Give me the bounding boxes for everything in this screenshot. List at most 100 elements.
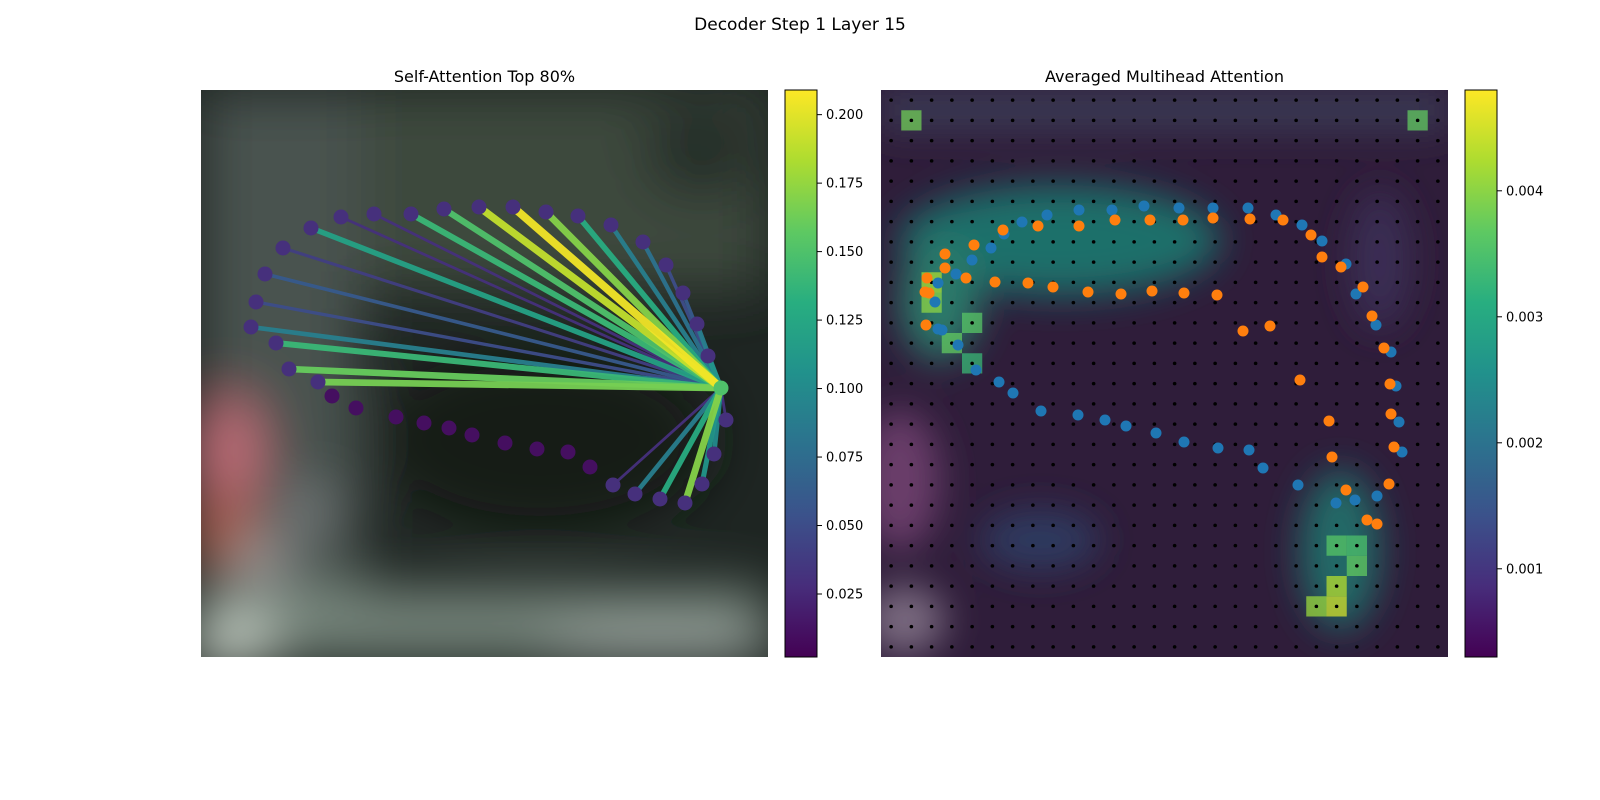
grid-dot [1132,280,1136,285]
grid-dot [1213,543,1217,548]
grid-dot [1010,442,1015,447]
attention-node [505,199,521,215]
grid-dot [1314,422,1319,426]
grid-dot [929,604,934,609]
grid-dot [1415,442,1420,447]
grid-dot [1051,159,1055,163]
grid-dot [1112,381,1116,386]
grid-dot [950,280,954,285]
grid-dot [1051,442,1055,447]
grid-dot [1031,341,1035,345]
grid-dot [1415,179,1420,183]
grid-dot [1334,300,1339,305]
grid-dot [1031,381,1035,386]
grid-dot [1051,402,1055,406]
grid-dot [1415,564,1420,568]
series-orange-point [1237,325,1249,337]
attention-node [694,476,710,492]
colorbar-right: 0.001 0.002 0.003 0.004 [1464,89,1543,658]
grid-dot [889,159,893,163]
grid-dot [1274,483,1278,487]
grid-dot [1091,159,1096,163]
attention-node [366,206,382,222]
attention-node [403,206,419,222]
grid-dot [1193,300,1197,305]
self-attention-panel: Self-Attention Top 80% [201,67,768,657]
grid-dot [889,442,893,447]
grid-dot [1051,260,1055,264]
grid-dot [1031,503,1035,507]
grid-dot [1071,280,1076,285]
grid-dot [1152,159,1157,163]
grid-dot [1253,624,1258,629]
attention-edge [633,386,723,496]
grid-dot [1172,240,1177,244]
grid-dot [929,584,934,588]
attention-node [675,285,691,301]
attention-node [706,446,722,462]
grid-dot [1253,483,1258,487]
grid-dot [1071,219,1076,224]
grid-dot [1355,645,1359,649]
grid-dot [1152,280,1157,285]
grid-dot [1051,98,1055,102]
grid-dot [1010,219,1015,224]
grid-dot [1415,523,1420,528]
grid-dot [1031,199,1035,204]
grid-dot [1152,523,1157,528]
attention-node [333,209,349,225]
attention-nodes [243,199,734,511]
grid-dot [1415,402,1420,406]
grid-dot [909,321,914,325]
grid-dot [1172,645,1177,649]
grid-dot [1253,118,1258,123]
grid-dot [1213,260,1217,264]
grid-dot [1172,381,1177,386]
series-orange-point [939,248,951,260]
grid-dot [1152,462,1157,467]
grid-dot [1233,503,1238,507]
grid-dot [1294,645,1298,649]
grid-dot [1091,564,1096,568]
grid-dot [1112,645,1116,649]
grid-dot [1314,381,1319,386]
grid-dot [990,179,995,183]
grid-dot [1395,159,1400,163]
grid-dot [990,564,995,568]
grid-dot [950,159,954,163]
grid-dot [1375,543,1379,548]
grid-dot [1172,442,1177,447]
series-blue-point [1330,497,1342,509]
grid-dot [950,645,954,649]
grid-dot [970,604,974,609]
grid-dot [1071,624,1076,629]
series-orange-point [1294,374,1306,386]
grid-dot [1355,159,1359,163]
grid-dot [1112,98,1116,102]
grid-dot [909,219,914,224]
grid-dot [1314,159,1319,163]
grid-dot [1091,645,1096,649]
grid-dot [950,503,954,507]
attention-node [529,441,545,457]
grid-dot [1193,321,1197,325]
grid-dot [1112,422,1116,426]
grid-dot [1375,361,1379,366]
grid-dot [1071,523,1076,528]
grid-dot [1253,179,1258,183]
grid-dot [1253,138,1258,143]
grid-dot [1436,118,1440,123]
grid-dot [1172,422,1177,426]
grid-dot [1213,624,1217,629]
grid-dot [1355,402,1359,406]
grid-dot [1436,604,1440,609]
grid-dot [1051,321,1055,325]
grid-dot [950,442,954,447]
grid-dot [929,138,934,143]
grid-dot [970,179,974,183]
series-blue-point [1178,436,1190,448]
grid-dot [889,138,893,143]
attention-edge [681,386,725,505]
attention-edge [255,300,722,390]
grid-dot [950,381,954,386]
